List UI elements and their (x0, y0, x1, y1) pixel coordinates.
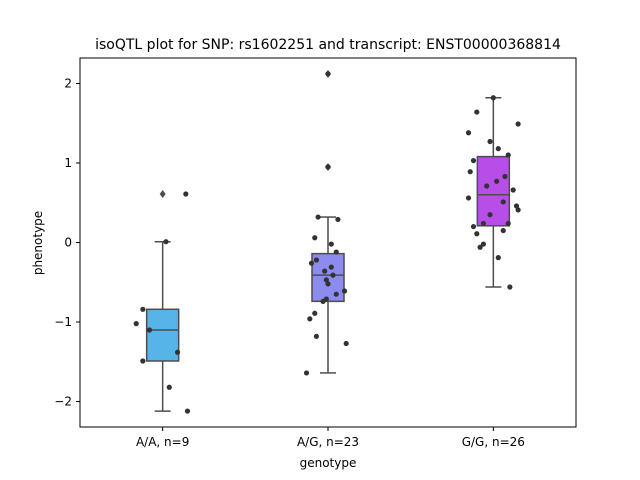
data-point (308, 260, 315, 266)
data-point (470, 223, 477, 230)
data-point (474, 109, 480, 115)
data-point (166, 384, 172, 390)
data-point (513, 203, 520, 209)
data-point (325, 71, 331, 77)
data-point (515, 121, 521, 127)
data-point (500, 227, 506, 234)
data-point (507, 284, 513, 290)
data-point (328, 241, 334, 247)
data-point (312, 310, 318, 316)
chart-title: isoQTL plot for SNP: rs1602251 and trans… (95, 37, 561, 53)
data-point (328, 264, 334, 270)
data-point (333, 291, 339, 297)
x-tick-label: A/A, n=9 (136, 435, 189, 449)
data-point (490, 95, 496, 101)
data-point (335, 216, 341, 223)
data-point (140, 306, 146, 312)
data-point (480, 241, 487, 247)
box-1 (145, 308, 180, 362)
data-point (303, 370, 310, 376)
y-tick-label: 1 (64, 156, 72, 170)
y-axis-label: phenotype (31, 211, 45, 275)
x-tick-label: A/G, n=23 (297, 435, 359, 449)
data-point (474, 231, 480, 237)
data-point (465, 195, 472, 201)
x-tick-label: G/G, n=26 (462, 435, 525, 449)
data-point (330, 272, 336, 278)
data-point (484, 183, 490, 189)
data-point (322, 268, 328, 274)
data-point (343, 340, 349, 347)
data-point (515, 207, 521, 213)
data-point (505, 152, 511, 158)
y-tick-label: 2 (64, 76, 72, 90)
data-point (505, 220, 511, 227)
data-point (313, 257, 320, 263)
data-point (174, 349, 181, 355)
data-point (323, 277, 329, 283)
data-point (487, 138, 493, 145)
data-point (307, 316, 313, 322)
data-point (341, 288, 348, 294)
plot-area: −2 −1 0 1 2 A/A, n=9 A/G, n=23 G/G, n=26 (54, 57, 577, 449)
data-point (133, 321, 139, 327)
data-point (325, 281, 331, 287)
data-point (480, 220, 487, 227)
data-point (470, 157, 477, 164)
data-point (146, 327, 153, 333)
data-point (495, 255, 501, 261)
y-tick-label: −2 (54, 395, 72, 409)
data-point (312, 235, 318, 241)
data-point (184, 408, 191, 414)
y-tick-label: −1 (54, 315, 72, 329)
data-point (320, 298, 326, 304)
data-point (315, 214, 321, 220)
data-point (163, 239, 169, 245)
data-point (183, 191, 189, 197)
data-point (502, 173, 508, 180)
data-point (467, 169, 473, 175)
box-3 (476, 155, 511, 227)
data-point (313, 333, 320, 339)
data-point (477, 244, 483, 250)
x-axis-label: genotype (300, 456, 357, 470)
data-point (495, 146, 501, 152)
data-point (325, 164, 331, 170)
data-point (140, 358, 146, 364)
data-point (500, 199, 506, 205)
outlier-marker (159, 189, 166, 198)
data-point (487, 212, 493, 218)
data-point (465, 130, 472, 136)
data-point (494, 178, 500, 184)
data-point (510, 187, 516, 193)
data-point (333, 249, 339, 255)
y-tick-label: 0 (64, 236, 72, 250)
